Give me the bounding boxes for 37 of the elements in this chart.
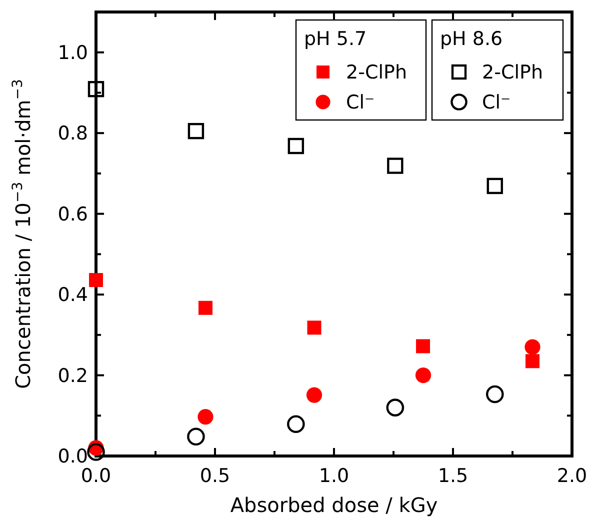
point <box>188 122 204 140</box>
y-tick-label: 0.0 <box>58 446 88 468</box>
x-tick-label: 0.5 <box>200 465 230 487</box>
point <box>486 385 504 404</box>
y-tick-label: 0.4 <box>58 284 88 306</box>
point <box>187 428 205 446</box>
point <box>198 300 212 315</box>
y-tick-label: 0.6 <box>58 203 88 226</box>
point <box>198 409 214 425</box>
y-tick-label: 0.8 <box>58 122 88 145</box>
y-tick-label: 1.0 <box>58 42 88 64</box>
point <box>307 320 322 335</box>
legend-label: 2-ClPh <box>346 62 407 84</box>
y-tick-label: 0.2 <box>58 364 88 387</box>
x-tick-label: 1.0 <box>318 465 350 487</box>
legend-label: 2-ClPh <box>482 62 543 84</box>
point <box>87 443 105 461</box>
point <box>524 339 540 355</box>
annotation: pH 5.7 <box>304 28 367 50</box>
point <box>416 339 430 354</box>
point <box>415 367 432 384</box>
point <box>387 158 404 174</box>
x-axis-title: Absorbed dose / kGy <box>230 493 438 517</box>
point <box>89 273 103 288</box>
x-tick-label: 1.5 <box>438 465 468 487</box>
legend-label: Cl⁻ <box>482 92 511 114</box>
point <box>288 138 304 154</box>
point <box>306 387 322 403</box>
point <box>287 415 305 434</box>
annotation: pH 8.6 <box>440 28 503 50</box>
point <box>486 178 503 194</box>
point <box>386 398 404 416</box>
legend-label: Cl⁻ <box>346 92 375 114</box>
point <box>88 80 104 98</box>
x-tick-label: 2.0 <box>556 465 588 487</box>
point <box>525 354 540 368</box>
x-tick-label: 0.0 <box>80 465 112 487</box>
